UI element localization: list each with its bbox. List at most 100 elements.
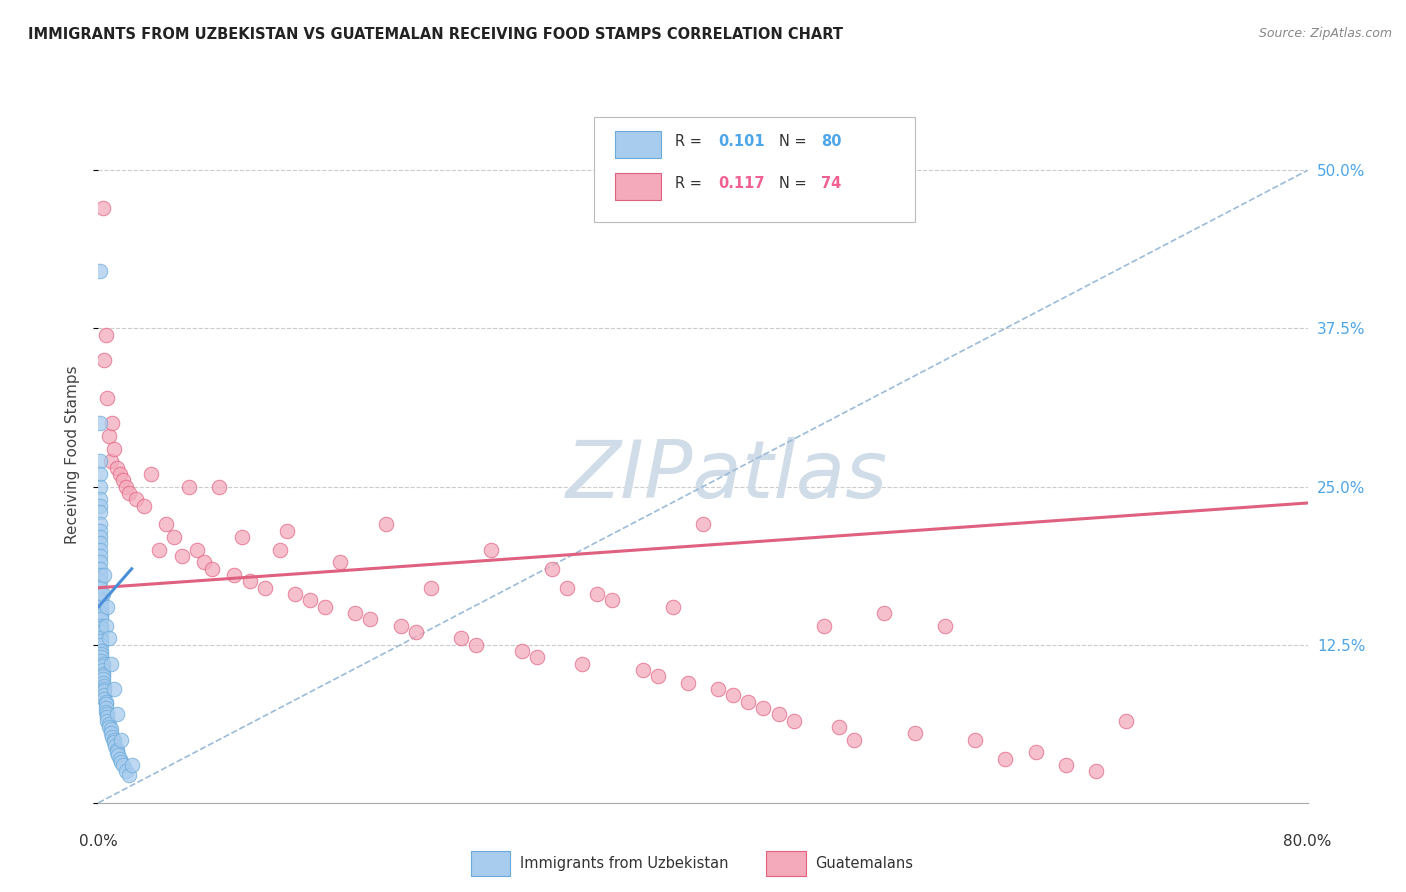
Point [90, 618, 112, 632]
Point [239, 574, 262, 589]
Point [90, 647, 112, 661]
Point [121, 757, 143, 772]
Point [284, 587, 307, 601]
Point [108, 751, 131, 765]
Point [269, 542, 291, 557]
Point [89, 505, 111, 519]
Point [94, 697, 117, 711]
Point [934, 618, 956, 632]
Point [420, 581, 443, 595]
Point [93, 684, 115, 698]
Point [723, 688, 745, 702]
Text: Immigrants from Uzbekistan: Immigrants from Uzbekistan [520, 856, 728, 871]
Point [91, 666, 114, 681]
Point [90, 612, 112, 626]
Point [405, 625, 427, 640]
Point [89, 524, 111, 538]
Point [186, 542, 208, 557]
Point [89, 530, 111, 544]
Text: Source: ZipAtlas.com: Source: ZipAtlas.com [1258, 27, 1392, 40]
Point [90, 599, 112, 614]
Point [276, 524, 298, 538]
Point [389, 618, 412, 632]
Point [89, 574, 111, 589]
Point [93, 568, 115, 582]
Point [90, 650, 112, 665]
Point [141, 467, 163, 481]
Point [100, 657, 122, 671]
Text: IMMIGRANTS FROM UZBEKISTAN VS GUATEMALAN RECEIVING FOOD STAMPS CORRELATION CHART: IMMIGRANTS FROM UZBEKISTAN VS GUATEMALAN… [28, 27, 844, 42]
Point [89, 549, 111, 563]
Point [89, 417, 111, 431]
Point [132, 499, 155, 513]
Text: R =: R = [675, 135, 707, 149]
Point [481, 542, 503, 557]
Point [647, 669, 669, 683]
Point [94, 701, 117, 715]
Point [450, 632, 472, 646]
Text: N =: N = [779, 135, 811, 149]
Point [1115, 714, 1137, 728]
Point [231, 530, 253, 544]
Point [90, 638, 112, 652]
Point [98, 720, 121, 734]
Point [299, 593, 322, 607]
Point [89, 536, 111, 550]
Point [844, 732, 866, 747]
Point [96, 391, 118, 405]
Point [105, 707, 128, 722]
Point [571, 657, 593, 671]
Point [118, 768, 141, 782]
Point [89, 467, 111, 481]
Point [98, 429, 121, 443]
Point [104, 739, 127, 753]
Point [91, 675, 114, 690]
Point [329, 556, 352, 570]
Point [813, 618, 835, 632]
Bar [614, 173, 661, 200]
Text: 80.0%: 80.0% [1284, 834, 1331, 849]
Point [90, 632, 112, 646]
Point [93, 353, 115, 368]
Point [93, 688, 115, 702]
Point [105, 460, 128, 475]
Point [692, 517, 714, 532]
Point [101, 730, 124, 744]
Point [91, 672, 114, 686]
Point [90, 608, 112, 623]
Point [208, 479, 231, 493]
Point [602, 593, 624, 607]
Text: 0.0%: 0.0% [79, 834, 118, 849]
Point [90, 654, 112, 668]
Point [90, 593, 112, 607]
Point [91, 669, 114, 683]
Point [90, 633, 112, 648]
Point [1085, 764, 1108, 779]
Point [103, 442, 125, 456]
Point [193, 556, 215, 570]
Point [91, 659, 114, 673]
Point [118, 486, 141, 500]
Text: 0.101: 0.101 [718, 135, 765, 149]
Point [96, 599, 118, 614]
Point [768, 707, 790, 722]
Point [100, 454, 122, 468]
Point [105, 745, 128, 759]
Point [374, 517, 396, 532]
Point [360, 612, 382, 626]
Point [101, 417, 124, 431]
Point [631, 663, 654, 677]
Point [93, 680, 115, 694]
Point [103, 735, 125, 749]
Point [91, 201, 114, 215]
Point [89, 264, 111, 278]
Point [94, 695, 117, 709]
Point [89, 587, 111, 601]
Point [96, 714, 118, 728]
Point [510, 644, 533, 658]
Point [1024, 745, 1046, 759]
Point [103, 732, 125, 747]
Point [676, 675, 699, 690]
Point [555, 581, 578, 595]
Point [965, 732, 987, 747]
